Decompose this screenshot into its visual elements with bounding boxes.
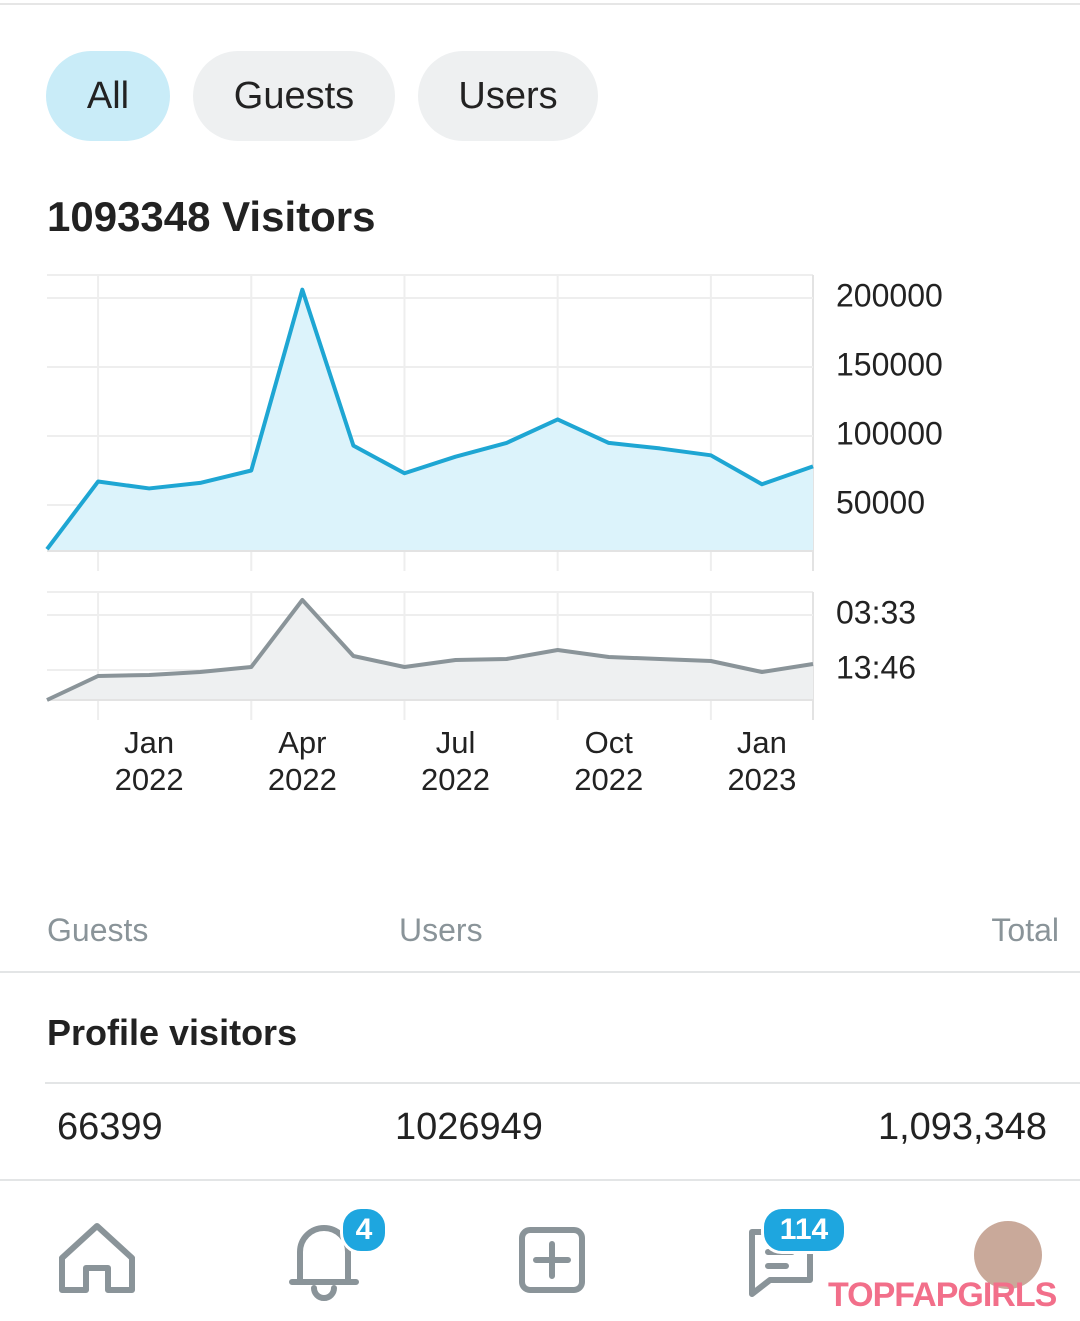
visitors-title: 1093348 Visitors (47, 193, 376, 240)
total-count: 1,093,348 (877, 1106, 1047, 1148)
tab-guests[interactable]: Guests (193, 51, 395, 141)
chart: 200000 150000 100000 50000 03:33 13:46 (45, 274, 943, 720)
divider (0, 1179, 1080, 1181)
line (46, 598, 814, 702)
divider (0, 3, 1080, 5)
avatar[interactable] (974, 1221, 1042, 1289)
line (45, 287, 814, 551)
x-tick-label: Apr 2022 (267, 725, 337, 797)
tab-users[interactable]: Users (418, 51, 598, 141)
notifications-icon[interactable] (289, 1225, 359, 1301)
section-title: Profile visitors (47, 1012, 298, 1053)
x-tick-label: Oct 2022 (574, 725, 644, 797)
y-tick-label: 50000 (836, 484, 925, 520)
y-tick-label: 200000 (836, 277, 943, 313)
area (47, 600, 813, 700)
column-header: Guests (47, 912, 149, 948)
notification-badge: 4 (340, 1206, 388, 1254)
add-icon-plus (533, 1241, 571, 1279)
y-tick-label: 13:46 (836, 649, 916, 685)
y-tick-label: 150000 (836, 346, 943, 382)
watermark: TOPFAPGIRLS (828, 1276, 1057, 1314)
message-badge: 114 (761, 1206, 847, 1254)
x-tick-label: Jan 2023 (727, 725, 797, 797)
area (47, 289, 813, 551)
column-header: Total (991, 912, 1059, 948)
tab-all[interactable]: All (46, 51, 170, 141)
divider (45, 1082, 1080, 1084)
home-icon[interactable] (59, 1223, 135, 1293)
y-tick-label: 03:33 (836, 594, 916, 630)
guests-count: 66399 (57, 1106, 163, 1148)
x-tick-label: Jan 2022 (114, 725, 184, 797)
x-tick-label: Jul 2022 (421, 725, 491, 797)
users-count: 1026949 (395, 1106, 543, 1148)
y-tick-label: 100000 (836, 415, 943, 451)
add-icon[interactable] (519, 1227, 585, 1293)
divider (0, 971, 1080, 973)
column-header: Users (399, 912, 483, 948)
